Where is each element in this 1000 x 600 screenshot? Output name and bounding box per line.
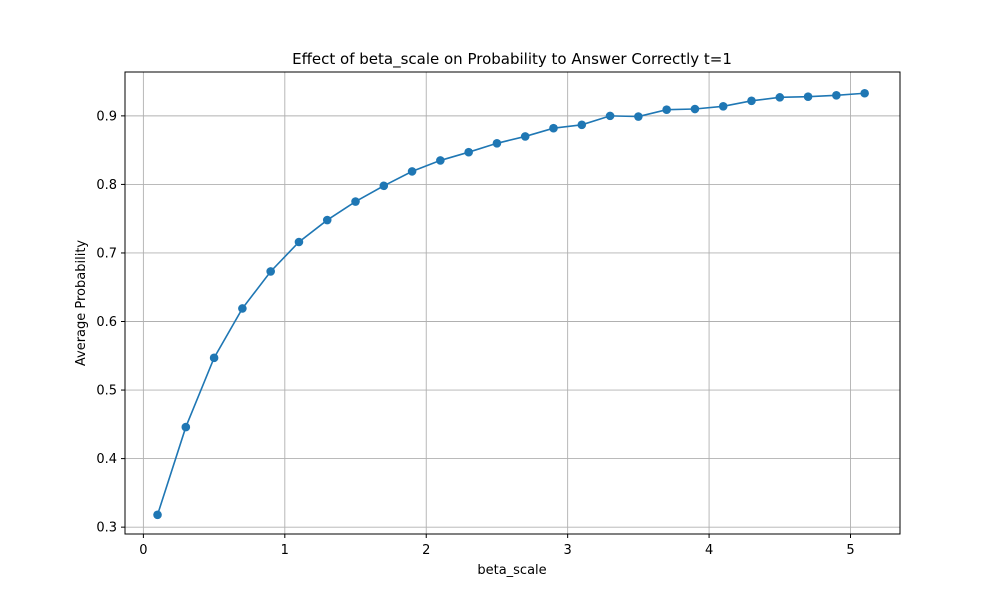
data-point [407, 167, 417, 176]
plot-area-frame [124, 71, 901, 535]
grid-lines [125, 72, 900, 534]
data-point [662, 105, 671, 115]
y-tick-label: 0.6 [96, 315, 117, 330]
data-point [181, 422, 191, 432]
data-point [351, 197, 360, 206]
data-point [294, 237, 304, 247]
data-point [153, 510, 162, 520]
y-tick-label: 0.3 [96, 521, 117, 536]
x-tick-label: 1 [281, 543, 289, 558]
series-line [156, 92, 865, 516]
data-point [549, 123, 558, 133]
x-tick-label: 4 [705, 543, 713, 558]
data-point [520, 132, 530, 141]
data-point [464, 147, 473, 157]
x-tick-label: 3 [564, 543, 572, 558]
data-point [718, 101, 728, 111]
data-point [605, 111, 615, 121]
x-tick-label: 0 [139, 543, 147, 558]
data-point [747, 96, 756, 106]
y-tick-label: 0.7 [96, 246, 117, 261]
x-tick-label: 2 [422, 543, 430, 558]
y-tick-label: 0.8 [96, 178, 117, 193]
data-point [775, 93, 785, 102]
data-point [860, 88, 869, 98]
data-point [577, 120, 587, 130]
data-point [803, 92, 813, 101]
y-tick-label: 0.4 [96, 452, 117, 467]
data-point [238, 304, 247, 313]
data-point [209, 353, 219, 363]
data-point [832, 91, 841, 100]
data-point [634, 112, 643, 121]
data-point [322, 215, 332, 225]
y-axis-label: Average Probability [74, 240, 89, 367]
chart-title: Effect of beta_scale on Probability to A… [292, 50, 732, 69]
y-tick-label: 0.5 [96, 384, 117, 399]
data-series [153, 88, 869, 520]
data-point [379, 181, 389, 191]
data-point [436, 156, 445, 165]
x-tick-label: 5 [846, 543, 854, 558]
y-tick-label: 0.9 [96, 109, 117, 124]
data-point [492, 138, 502, 148]
axis-ticks: 0 1 2 3 4 5 0.3 0.4 0.5 0.6 0.7 0.8 0.9 [96, 109, 854, 558]
x-axis-label: beta_scale [477, 563, 546, 578]
data-point [690, 104, 700, 114]
data-point [266, 267, 275, 276]
